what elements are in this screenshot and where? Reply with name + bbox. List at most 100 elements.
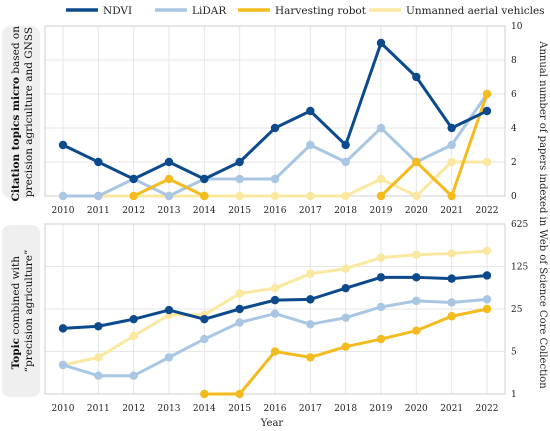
top-point-unmanned-aerial-vehicles bbox=[306, 191, 315, 201]
top-point-unmanned-aerial-vehicles bbox=[235, 191, 244, 201]
top-ytick-label: 0 bbox=[511, 192, 517, 202]
top-ytick-label: 2 bbox=[511, 158, 517, 168]
side-label-top-line1: Citation topics micro based on bbox=[10, 26, 22, 202]
top-point-ndvi bbox=[270, 123, 280, 133]
bottom-point-harvesting-robot bbox=[412, 326, 421, 335]
top-series-line-harvesting-robot bbox=[379, 93, 489, 198]
top-xtick-label: 2015 bbox=[228, 206, 251, 216]
top-point-ndvi bbox=[164, 157, 174, 167]
top-point-ndvi bbox=[376, 38, 386, 48]
top-xtick-label: 2011 bbox=[87, 206, 110, 216]
top-point-lidar bbox=[94, 191, 103, 201]
bottom-point-ndvi bbox=[94, 322, 103, 331]
bottom-point-ndvi bbox=[412, 273, 421, 282]
top-point-ndvi bbox=[447, 123, 456, 133]
bottom-point-lidar bbox=[129, 371, 138, 380]
bottom-ytick-label: 125 bbox=[511, 263, 528, 273]
top-point-lidar bbox=[376, 123, 386, 133]
legend-label-uav: Unmanned aerial vehicles bbox=[406, 5, 545, 17]
top-xtick-label: 2012 bbox=[122, 206, 145, 216]
top-point-unmanned-aerial-vehicles bbox=[412, 191, 421, 201]
bottom-point-lidar bbox=[235, 318, 244, 327]
bottom-xtick-label: 2013 bbox=[158, 404, 181, 414]
top-point-ndvi bbox=[94, 157, 103, 167]
bottom-point-harvesting-robot bbox=[306, 353, 315, 362]
right-axis-title: Annual number of papers indexed in Web o… bbox=[537, 40, 548, 389]
bottom-point-unmanned-aerial-vehicles bbox=[482, 246, 492, 256]
top-point-harvesting-robot bbox=[412, 157, 421, 167]
side-label-bottom-bold: Topic bbox=[10, 338, 22, 369]
bottom-point-ndvi bbox=[200, 314, 209, 324]
bottom-point-lidar bbox=[58, 360, 68, 370]
top-point-lidar bbox=[341, 157, 350, 167]
top-xtick-label: 2021 bbox=[440, 206, 463, 216]
top-xtick-label: 2014 bbox=[193, 206, 216, 216]
bottom-point-harvesting-robot bbox=[447, 312, 456, 321]
bottom-panel: 1 5 25 125 625 2010 2011 2012 2013 2014 2015 2016 20… bbox=[44, 220, 528, 414]
top-xtick-label: 2010 bbox=[52, 206, 75, 216]
bottom-point-ndvi bbox=[58, 324, 68, 333]
bottom-point-lidar bbox=[94, 371, 103, 380]
bottom-point-ndvi bbox=[270, 295, 280, 305]
bottom-point-unmanned-aerial-vehicles bbox=[235, 289, 244, 298]
bottom-xtick-label: 2018 bbox=[334, 404, 357, 414]
bottom-point-unmanned-aerial-vehicles bbox=[306, 269, 315, 278]
bottom-point-ndvi bbox=[164, 305, 174, 315]
top-point-lidar bbox=[447, 140, 456, 150]
top-point-unmanned-aerial-vehicles bbox=[270, 191, 280, 201]
bottom-frame bbox=[44, 223, 506, 395]
bottom-xtick-label: 2019 bbox=[370, 404, 393, 414]
bottom-point-unmanned-aerial-vehicles bbox=[94, 353, 103, 362]
top-ytick-label: 10 bbox=[511, 22, 523, 32]
top-point-harvesting-robot bbox=[376, 191, 386, 201]
legend-label-harvesting-robot: Harvesting robot bbox=[275, 5, 367, 17]
top-xtick-label: 2016 bbox=[264, 206, 287, 216]
bottom-point-ndvi bbox=[376, 273, 386, 282]
bottom-point-ndvi bbox=[129, 314, 138, 324]
top-point-ndvi bbox=[235, 157, 244, 167]
legend: NDVI LiDAR Harvesting robot Unmanned aer… bbox=[66, 5, 545, 17]
top-point-ndvi bbox=[412, 72, 421, 82]
side-label-bottom-rest1: combined with bbox=[10, 256, 22, 338]
bottom-ytick-label: 5 bbox=[511, 348, 517, 358]
top-point-ndvi bbox=[58, 140, 68, 150]
top-panel: 0 2 4 6 8 10 2010 2011 2012 2013 2014 2015 2016 2017 2… bbox=[44, 22, 523, 216]
bottom-ytick-label: 1 bbox=[511, 390, 517, 400]
bottom-xtick-label: 2012 bbox=[122, 404, 145, 414]
top-point-ndvi bbox=[200, 174, 209, 184]
bottom-point-ndvi bbox=[341, 283, 350, 293]
side-label-bottom-line2: “precision agriculture” bbox=[23, 250, 35, 373]
bottom-point-harvesting-robot bbox=[200, 389, 209, 399]
bottom-point-lidar bbox=[164, 353, 174, 362]
bottom-xtick-label: 2021 bbox=[440, 404, 463, 414]
bottom-xtick-label: 2020 bbox=[405, 404, 428, 414]
bottom-point-unmanned-aerial-vehicles bbox=[270, 283, 280, 293]
top-point-ndvi bbox=[129, 174, 138, 184]
bottom-xtick-label: 2015 bbox=[228, 404, 251, 414]
side-label-top: Citation topics micro based on precision… bbox=[2, 23, 40, 202]
top-point-unmanned-aerial-vehicles bbox=[482, 157, 492, 167]
bottom-point-ndvi bbox=[482, 271, 492, 280]
bottom-xtick-label: 2014 bbox=[193, 404, 216, 414]
side-label-top-rest1: based on bbox=[10, 26, 22, 77]
bottom-point-lidar bbox=[306, 320, 315, 329]
top-xtick-label: 2018 bbox=[334, 206, 357, 216]
top-point-lidar bbox=[306, 140, 315, 150]
top-ytick-label: 8 bbox=[511, 56, 517, 66]
top-xtick-label: 2013 bbox=[158, 206, 181, 216]
bottom-point-ndvi bbox=[235, 304, 244, 314]
top-point-ndvi bbox=[306, 106, 315, 116]
side-label-top-text: Citation topics micro based on precision… bbox=[10, 23, 35, 202]
bottom-point-lidar bbox=[376, 302, 386, 312]
bottom-point-unmanned-aerial-vehicles bbox=[447, 249, 456, 258]
bottom-point-ndvi bbox=[306, 295, 315, 304]
top-point-ndvi bbox=[482, 106, 492, 116]
top-point-lidar bbox=[270, 174, 280, 184]
side-label-bottom-text: Topic combined with “precision agricultu… bbox=[10, 250, 35, 373]
bottom-point-lidar bbox=[482, 295, 492, 304]
top-ytick-label: 6 bbox=[511, 90, 517, 100]
bottom-point-harvesting-robot bbox=[270, 347, 280, 356]
top-xtick-label: 2022 bbox=[476, 206, 499, 216]
bottom-point-unmanned-aerial-vehicles bbox=[129, 331, 138, 341]
x-axis-title: Year bbox=[260, 418, 284, 429]
